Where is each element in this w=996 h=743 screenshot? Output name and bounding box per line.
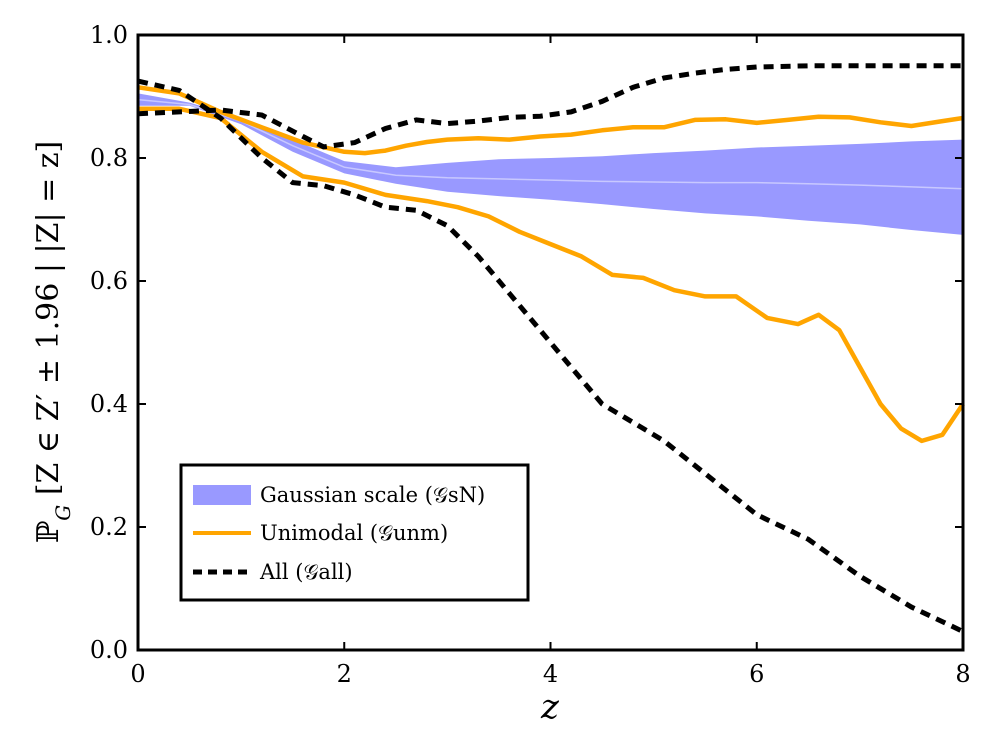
legend: Gaussian scale (𝒢sN) Unimodal (𝒢unm) All…	[179, 463, 530, 602]
y-tick-label: 0.8	[90, 144, 128, 172]
y-axis-label: ℙG [Z ∈ Z′ ± 1.96 | |Z| = z]	[31, 141, 75, 544]
y-tick-label: 0.2	[90, 513, 128, 541]
unimodal-line-upper	[137, 85, 964, 156]
x-tick-label: 6	[749, 660, 764, 688]
x-tick-label: 8	[955, 660, 970, 688]
svg-text:ℙG [Z ∈ Z′ ± 1.96 | |Z| = z]: ℙG [Z ∈ Z′ ± 1.96 | |Z| = z]	[31, 141, 75, 544]
all-line-upper	[137, 63, 963, 150]
x-tick-label: 0	[130, 660, 145, 688]
axes: 0 2 4 6 8 0.0 0.2 0.4 0.6 0.8 1.0	[90, 21, 971, 688]
plot-area	[137, 63, 965, 634]
legend-label-unimodal: Unimodal (𝒢unm)	[260, 521, 448, 545]
gaussian-band	[138, 93, 963, 235]
legend-label-gaussian: Gaussian scale (𝒢sN)	[260, 483, 485, 507]
unimodal-line-lower	[138, 106, 965, 444]
x-tick-label: 4	[543, 660, 558, 688]
y-tick-label: 0.0	[90, 636, 128, 664]
legend-label-all: All (𝒢all)	[259, 560, 353, 584]
y-tick-label: 0.4	[90, 390, 128, 418]
gaussian-midline	[137, 98, 964, 190]
x-axis-label: z	[540, 687, 560, 727]
legend-swatch-gaussian	[193, 485, 251, 505]
x-tick-label: 2	[337, 660, 352, 688]
y-tick-label: 1.0	[90, 21, 128, 49]
all-line-lower	[137, 78, 965, 634]
y-tick-label: 0.6	[90, 267, 128, 295]
